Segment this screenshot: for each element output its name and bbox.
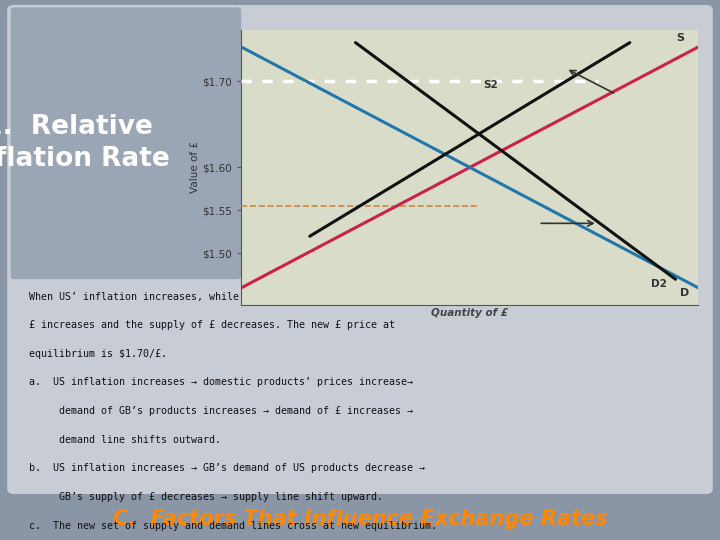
Text: equilibrium is $1.70/£.: equilibrium is $1.70/£. bbox=[29, 349, 167, 359]
Text: C.  Factors That Influence Exchange Rates: C. Factors That Influence Exchange Rates bbox=[113, 509, 607, 529]
Text: D: D bbox=[680, 288, 689, 298]
Text: demand of GB’s products increases → demand of £ increases →: demand of GB’s products increases → dema… bbox=[29, 406, 413, 416]
Text: a.  US inflation increases → domestic products’ prices increase→: a. US inflation increases → domestic pro… bbox=[29, 377, 413, 388]
Text: S2: S2 bbox=[484, 80, 498, 90]
X-axis label: Quantity of £: Quantity of £ bbox=[431, 308, 508, 318]
Text: GB’s supply of £ decreases → supply line shift upward.: GB’s supply of £ decreases → supply line… bbox=[29, 492, 383, 502]
FancyBboxPatch shape bbox=[7, 5, 713, 494]
Text: c.  The new set of supply and demand lines cross at new equilibrium.: c. The new set of supply and demand line… bbox=[29, 521, 437, 531]
Text: 1.  Relative
inflation Rate: 1. Relative inflation Rate bbox=[0, 114, 170, 172]
Text: D2: D2 bbox=[651, 279, 667, 289]
Text: £ increases and the supply of £ decreases. The new £ price at: £ increases and the supply of £ decrease… bbox=[29, 320, 395, 330]
Y-axis label: Value of £: Value of £ bbox=[189, 141, 199, 193]
Text: b.  US inflation increases → GB’s demand of US products decrease →: b. US inflation increases → GB’s demand … bbox=[29, 463, 425, 474]
FancyBboxPatch shape bbox=[11, 8, 241, 279]
Text: S: S bbox=[677, 32, 685, 43]
Text: When US’ inflation increases, while GB’s does not, then the demand of: When US’ inflation increases, while GB’s… bbox=[29, 292, 443, 301]
Text: demand line shifts outward.: demand line shifts outward. bbox=[29, 435, 221, 445]
